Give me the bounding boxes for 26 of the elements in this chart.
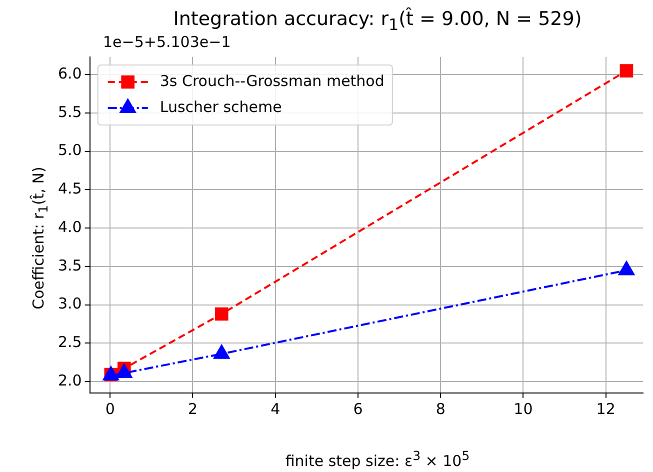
x-tick-label: 6 xyxy=(353,400,363,418)
legend-label: 3s Crouch--Grossman method xyxy=(160,72,384,90)
x-tick-label: 8 xyxy=(436,400,446,418)
x-tick-label: 12 xyxy=(596,400,616,418)
x-tick-label: 2 xyxy=(188,400,198,418)
y-tick-label: 3.0 xyxy=(58,294,82,313)
x-tick-label: 0 xyxy=(105,400,115,418)
point xyxy=(116,364,132,378)
text: 1e−5+5.103e−1 xyxy=(103,33,231,51)
x-tick-label: 10 xyxy=(514,400,533,418)
y-tick-label: 3.5 xyxy=(58,256,82,274)
y-tick-label: 5.5 xyxy=(58,102,82,121)
chart-title: Integration accuracy: r$_{1}$(t̂ = 9.00, N = 529) xyxy=(172,8,583,34)
y-tick-label: 4.5 xyxy=(58,180,82,198)
y-tick-label: 2.5 xyxy=(58,333,82,352)
y-tick-label: 4.0 xyxy=(58,218,82,236)
y-tick-label: 6.0 xyxy=(58,64,82,83)
legend-label: Luscher scheme xyxy=(160,98,282,116)
x-axis-title: finite step size: ε$^{3}$ × 10$^{5}$ xyxy=(284,448,471,470)
y-tick-label: 2.0 xyxy=(58,371,82,390)
point xyxy=(618,261,634,276)
point xyxy=(620,64,634,78)
point xyxy=(214,344,230,359)
y-tick-label: 5.0 xyxy=(58,141,82,160)
x-tick-label: 4 xyxy=(270,400,280,418)
point xyxy=(214,307,228,321)
